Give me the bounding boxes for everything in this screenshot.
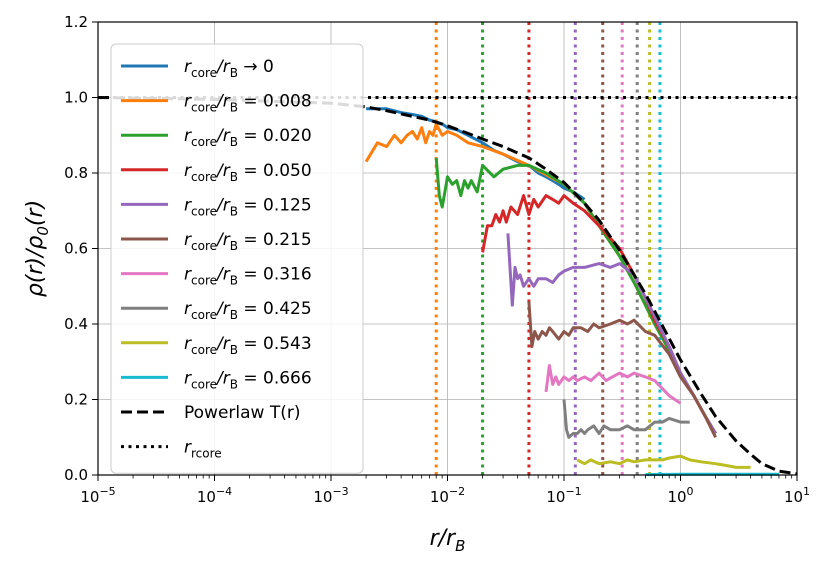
y-tick-label: 1.2 (64, 13, 88, 31)
y-tick-label: 0.2 (64, 391, 88, 409)
y-tick-label: 1.0 (64, 89, 88, 107)
legend-label: Powerlaw T(r) (184, 403, 301, 423)
y-axis-label: ρ(r)/ρ0(r) (23, 200, 52, 297)
y-tick-label: 0.4 (64, 315, 88, 333)
y-tick-label: 0.8 (64, 164, 88, 182)
y-tick-label: 0.6 (64, 240, 88, 258)
y-tick-label: 0.0 (64, 466, 88, 484)
